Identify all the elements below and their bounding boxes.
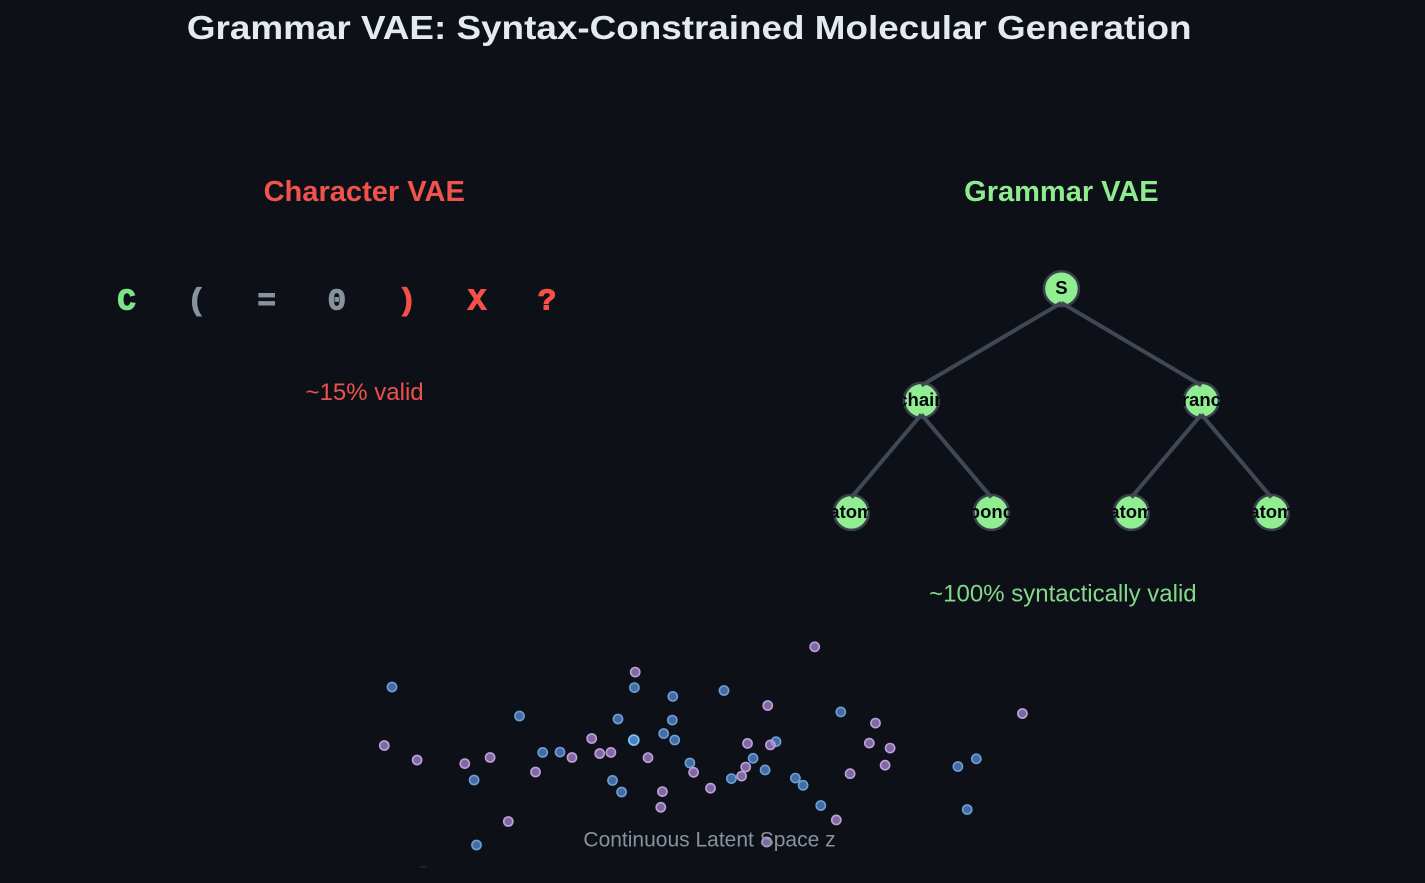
svg-text:Grammar VAE: Grammar VAE bbox=[964, 176, 1159, 208]
svg-text:(: ( bbox=[187, 285, 206, 320]
svg-text:atom: atom bbox=[1249, 501, 1293, 522]
svg-text:Character VAE: Character VAE bbox=[264, 176, 465, 208]
svg-text:~100% syntactically valid: ~100% syntactically valid bbox=[929, 580, 1196, 607]
svg-text:~15% valid: ~15% valid bbox=[306, 379, 424, 406]
svg-text:S: S bbox=[1055, 277, 1067, 298]
svg-text:X: X bbox=[468, 285, 487, 320]
svg-text:=: = bbox=[257, 285, 276, 320]
svg-text:chain: chain bbox=[897, 389, 945, 410]
svg-text:): ) bbox=[398, 285, 417, 320]
svg-text:C: C bbox=[117, 285, 136, 320]
svg-text:0: 0 bbox=[327, 285, 346, 320]
svg-text:Continuous Latent Space z: Continuous Latent Space z bbox=[583, 829, 835, 852]
svg-text:atom: atom bbox=[829, 501, 873, 522]
svg-text:?: ? bbox=[538, 285, 557, 320]
svg-text:branch: branch bbox=[1171, 389, 1233, 410]
svg-text:bond: bond bbox=[969, 501, 1014, 522]
svg-text:atom: atom bbox=[1109, 501, 1153, 522]
svg-text:Grammar VAE: Syntax-Constraine: Grammar VAE: Syntax-Constrained Molecula… bbox=[187, 10, 1192, 47]
